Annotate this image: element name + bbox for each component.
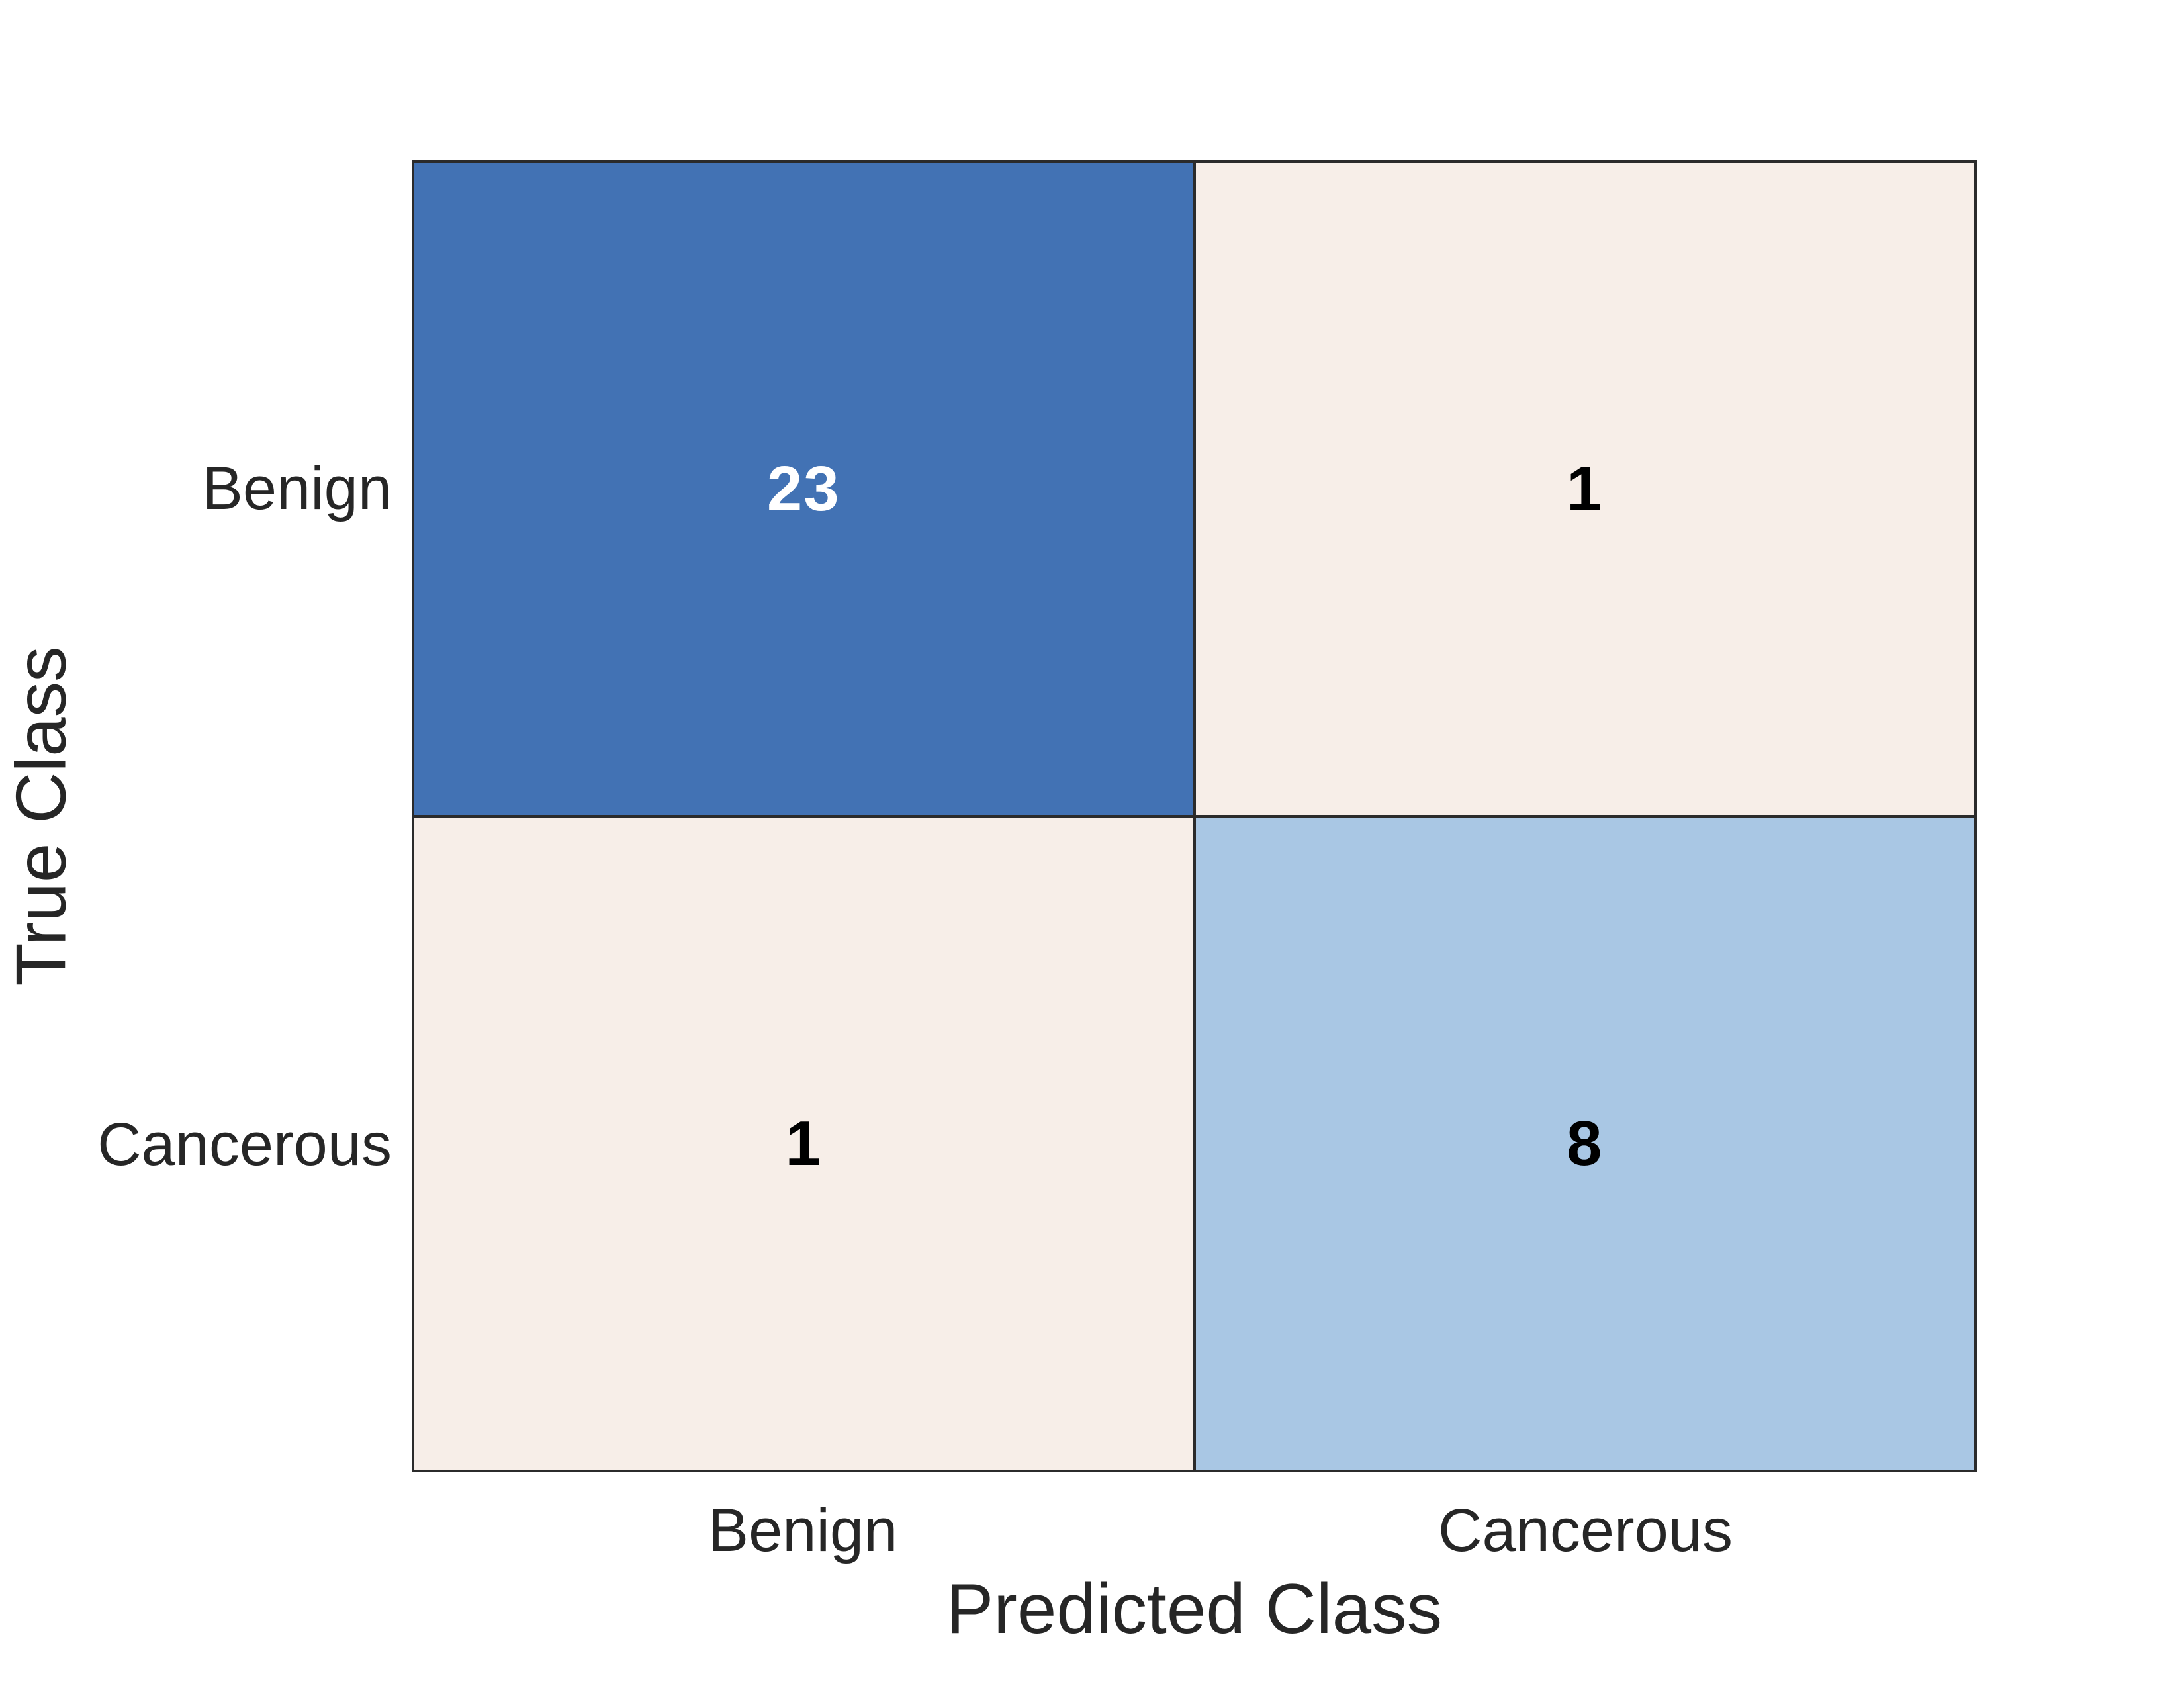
cell-true-cancerous-pred-cancerous: 8 bbox=[1195, 818, 1974, 1470]
cell-true-cancerous-pred-benign: 1 bbox=[414, 818, 1193, 1470]
x-tick-cancerous: Cancerous bbox=[1438, 1497, 1733, 1564]
y-tick-cancerous: Cancerous bbox=[97, 1111, 392, 1178]
cell-true-benign-pred-benign: 23 bbox=[414, 163, 1193, 815]
confusion-matrix-grid: 23 1 1 8 bbox=[412, 160, 1977, 1472]
y-axis-label: True Class bbox=[1, 646, 81, 986]
cell-true-benign-pred-cancerous: 1 bbox=[1195, 163, 1974, 815]
y-tick-benign: Benign bbox=[202, 455, 392, 522]
x-axis-label: Predicted Class bbox=[946, 1569, 1443, 1648]
x-tick-benign: Benign bbox=[707, 1497, 898, 1564]
